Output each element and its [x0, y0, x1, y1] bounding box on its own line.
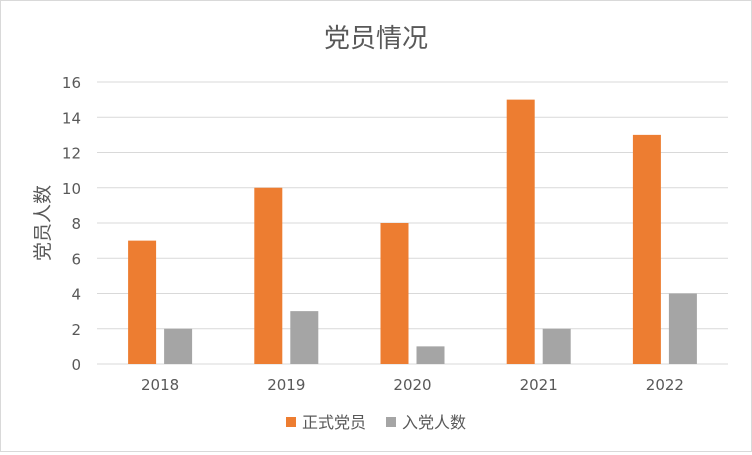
- x-tick-label: 2022: [646, 376, 684, 394]
- y-axis-label: 党员人数: [32, 185, 54, 261]
- chart-title: 党员情况: [324, 24, 428, 54]
- x-tick-label: 2020: [393, 376, 431, 394]
- y-tick-label: 14: [62, 109, 81, 127]
- y-tick-label: 4: [71, 286, 81, 304]
- bar-正式党员-2018: [128, 240, 157, 364]
- x-tick-label: 2018: [141, 376, 179, 394]
- y-tick-label: 2: [71, 321, 81, 339]
- bar-正式党员-2022: [632, 134, 661, 364]
- y-tick-labels: 0 2 4 6 8 10 12 14 16: [62, 74, 81, 374]
- bar-入党人数-2019: [290, 311, 319, 364]
- bar-入党人数-2022: [668, 293, 697, 364]
- x-tick-label: 2021: [520, 376, 558, 394]
- y-tick-label: 0: [71, 356, 81, 374]
- legend-swatch: [386, 417, 396, 427]
- y-tick-label: 10: [62, 180, 81, 198]
- gridlines: [97, 81, 728, 365]
- legend-label: 正式党员: [302, 413, 366, 432]
- bar-入党人数-2018: [164, 328, 193, 364]
- y-tick-label: 6: [71, 250, 81, 268]
- bars: [128, 99, 697, 364]
- bar-正式党员-2021: [506, 99, 535, 364]
- x-tick-labels: 2018 2019 2020 2021 2022: [141, 376, 684, 394]
- y-tick-label: 8: [71, 215, 81, 233]
- x-tick-label: 2019: [267, 376, 305, 394]
- legend-swatch: [286, 417, 296, 427]
- bar-入党人数-2021: [542, 328, 571, 364]
- bar-入党人数-2020: [416, 346, 445, 364]
- bar-正式党员-2019: [254, 187, 283, 364]
- bar-正式党员-2020: [380, 223, 409, 364]
- legend-label: 入党人数: [402, 413, 466, 432]
- y-tick-label: 12: [62, 145, 81, 163]
- legend: 正式党员 入党人数: [286, 413, 466, 432]
- y-tick-label: 16: [62, 74, 81, 92]
